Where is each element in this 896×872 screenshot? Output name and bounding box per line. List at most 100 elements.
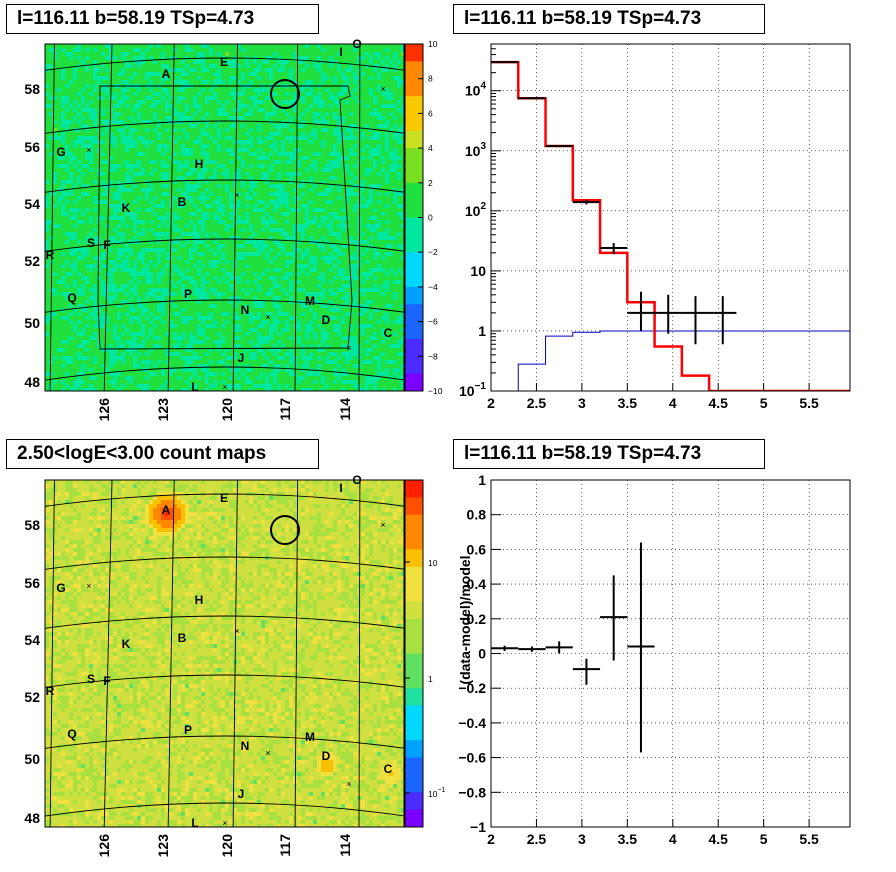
source-marker: ×	[234, 626, 239, 636]
colorbar-label: −2	[428, 247, 438, 257]
x-tick-label: 2	[487, 395, 495, 411]
x-tick-label: 5.5	[799, 831, 819, 847]
source-label-S: S	[87, 236, 95, 250]
source-marker: ×	[222, 818, 227, 828]
lat-tick-label: 54	[24, 196, 40, 212]
y-tick-label: 0.2	[467, 611, 487, 627]
x-tick-label: 4	[669, 395, 677, 411]
colorbar-label: 8	[428, 74, 433, 84]
target-circle	[270, 515, 300, 545]
source-label-P: P	[184, 723, 192, 737]
source-label-E: E	[220, 491, 228, 505]
longitude-line	[358, 44, 361, 391]
source-label-B: B	[178, 631, 187, 645]
colorbar-label-1: 1	[428, 674, 433, 684]
lat-tick-label: 48	[24, 810, 40, 826]
longitude-line	[49, 44, 55, 391]
longitude-line	[167, 44, 175, 391]
lat-tick-label: 58	[24, 517, 40, 533]
y-tick-label: 1	[478, 323, 486, 339]
latitude-line	[45, 299, 404, 313]
source-label-R: R	[46, 684, 55, 698]
source-label-N: N	[241, 303, 250, 317]
y-tick-label: −0.8	[458, 784, 486, 800]
residual-map: A E IO G H K B S F R Q P N MD C J L × × × × × × 58 56 54 52 50 48 126…	[24, 37, 405, 422]
source-label-L: L	[191, 816, 198, 830]
colorbar-label: 2	[428, 178, 433, 188]
lon-tick-label: 114	[337, 398, 353, 421]
source-label-H: H	[195, 593, 204, 607]
source-marker: ×	[265, 748, 270, 758]
latitude-line	[45, 493, 404, 507]
longitude-line	[232, 44, 238, 391]
y-tick-label: 103	[465, 141, 487, 159]
lon-tick-label: 120	[219, 398, 235, 422]
lat-tick-label: 54	[24, 632, 40, 648]
source-label-J: J	[238, 787, 245, 801]
source-label-O: O	[352, 37, 361, 51]
x-tick-label: 4.5	[708, 831, 728, 847]
y-tick-label: −0.4	[458, 715, 486, 731]
source-label-Q: Q	[67, 727, 76, 741]
lon-tick-label: 120	[219, 834, 235, 858]
longitude-line	[232, 480, 238, 827]
longitude-line	[294, 480, 299, 827]
latitude-line	[45, 238, 404, 252]
longitude-line	[167, 480, 175, 827]
source-marker: ×	[86, 581, 91, 591]
y-tick-label: 102	[465, 201, 487, 219]
source-label-A: A	[162, 503, 171, 517]
source-label-C: C	[384, 326, 393, 340]
source-label-R: R	[46, 248, 55, 262]
residual-colorbar: 10 8 6 4 2 0 −2 −4 −6 −8 −10	[404, 39, 443, 396]
source-label-B: B	[178, 195, 187, 209]
source-label-F: F	[103, 674, 110, 688]
background-model-line	[517, 330, 850, 391]
lon-tick-label: 126	[96, 834, 112, 858]
target-circle	[270, 79, 300, 109]
latitude-line	[45, 674, 404, 688]
lat-tick-label: 56	[24, 139, 40, 155]
source-marker: ×	[380, 520, 385, 530]
y-tick-label: −0.2	[458, 680, 486, 696]
longitude-line	[49, 480, 55, 827]
y-tick-label: −1	[470, 819, 486, 835]
x-tick-label: 2	[487, 831, 495, 847]
x-tick-label: 3	[578, 831, 586, 847]
y-tick-label: 104	[465, 81, 487, 99]
roi-boundary	[97, 85, 353, 350]
source-marker: ×	[346, 779, 351, 789]
source-label-E: E	[220, 55, 228, 69]
y-tick-label: 0.6	[467, 541, 487, 557]
x-tick-label: 4	[669, 831, 677, 847]
source-label-O: O	[352, 473, 361, 487]
y-tick-label: −0.6	[458, 750, 486, 766]
source-label-Q: Q	[67, 291, 76, 305]
lon-tick-label: 117	[277, 398, 293, 421]
x-tick-label: 5	[760, 831, 768, 847]
lat-tick-label: 48	[24, 374, 40, 390]
spectrum-plot: 2 2.5 3 3.5 4 4.5 5 5.5 10−1 1 10 102 103 104	[459, 43, 851, 411]
source-label-H: H	[195, 157, 204, 171]
lon-tick-label: 123	[155, 398, 171, 422]
count-map: A E IO G H K B S F R Q P N MD C J L × × × × × × 58 56 54 52 50 48 126…	[24, 473, 405, 858]
longitude-line	[358, 480, 361, 827]
source-label-F: F	[103, 238, 110, 252]
longitude-line	[103, 44, 113, 391]
colorbar-label: −4	[428, 282, 438, 292]
source-marker: ×	[222, 382, 227, 392]
lon-tick-label: 126	[96, 398, 112, 422]
lat-tick-label: 56	[24, 575, 40, 591]
source-marker: ×	[234, 190, 239, 200]
source-label-L: L	[191, 380, 198, 394]
source-label-M: M	[305, 294, 315, 308]
colorbar-label: 6	[428, 108, 433, 118]
x-tick-label: 5.5	[799, 395, 819, 411]
latitude-line	[45, 57, 404, 71]
latitude-line	[45, 615, 404, 629]
latitude-line	[45, 556, 404, 570]
lon-tick-label: 114	[337, 834, 353, 857]
latitude-line	[45, 735, 404, 749]
latitude-line	[45, 179, 404, 193]
